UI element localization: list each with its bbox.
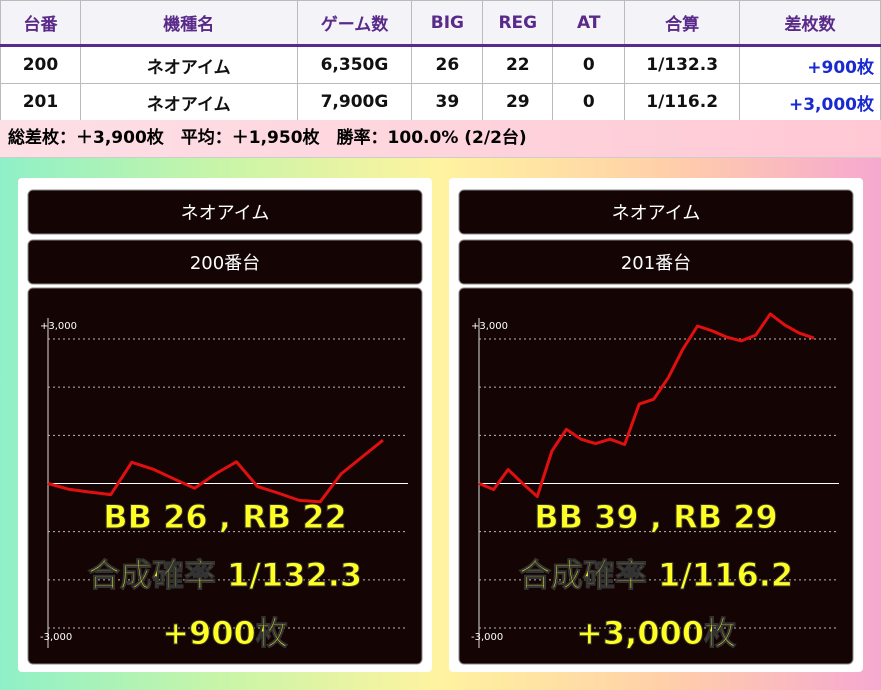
overlay-text: 合成確率 1/116.2 xyxy=(519,556,793,594)
cell: +900枚 xyxy=(739,45,881,84)
plot-area xyxy=(458,287,854,665)
cell: ネオアイム xyxy=(79,83,298,121)
cell: +3,000枚 xyxy=(739,83,881,121)
unit-name: 200番台 xyxy=(190,253,260,274)
summary: 総差枚：＋3,900枚 平均：＋1,950枚 勝率：100.0% (2/2台) xyxy=(0,120,881,158)
cell: 6,350G xyxy=(296,45,413,84)
header-cell: REG xyxy=(482,0,554,47)
y-tick-label: -3,000 xyxy=(40,632,72,643)
title-bar xyxy=(458,239,854,285)
title-bar xyxy=(27,239,423,285)
cell: 200 xyxy=(0,45,81,84)
overlay-text: BB 39 , RB 29 xyxy=(534,498,778,536)
chart: ネオアイム 201番台 +3,000 -3,000 BB 39 , RB 29 合成確率 … xyxy=(458,189,854,665)
cell: 0 xyxy=(552,45,626,84)
cell: 201 xyxy=(0,83,81,121)
cell: 1/116.2 xyxy=(624,83,741,121)
machine-name: ネオアイム xyxy=(612,203,701,224)
header-cell: AT xyxy=(552,0,626,47)
overlay-text: +900枚 xyxy=(162,614,288,652)
header-row: 台番 機種名 ゲーム数 BIG REG AT 合算 差枚数 xyxy=(0,0,881,47)
line-series xyxy=(478,312,815,499)
y-tick-label: +3,000 xyxy=(40,321,77,332)
table-row: 200 ネオアイム 6,350G 26 22 0 1/132.3 +900枚 xyxy=(0,45,881,84)
overlay-text: +3,000枚 xyxy=(576,614,736,652)
y-tick-label: +3,000 xyxy=(471,321,508,332)
unit-name: 201番台 xyxy=(621,253,691,274)
cell: 1/132.3 xyxy=(624,45,741,84)
header-cell: 合算 xyxy=(624,0,741,47)
machine-name: ネオアイム xyxy=(181,203,270,224)
cell: 22 xyxy=(482,45,554,84)
overlay-text: 合成確率 1/132.3 xyxy=(88,556,362,594)
cell: 29 xyxy=(482,83,554,121)
y-tick-label: -3,000 xyxy=(471,632,503,643)
stats-table: 台番 機種名 ゲーム数 BIG REG AT 合算 差枚数 200 ネオアイム 6,350G 26 2… xyxy=(0,0,881,121)
cell: 39 xyxy=(411,83,484,121)
panel: ネオアイム 201番台 +3,000 -3,000 BB 39 , RB 29 合成確率 … xyxy=(449,178,863,672)
header-cell: 機種名 xyxy=(79,0,298,47)
cell: 0 xyxy=(552,83,626,121)
header-cell: 差枚数 xyxy=(739,0,881,47)
cell: ネオアイム xyxy=(79,45,298,84)
panel: ネオアイム 200番台 +3,000 -3,000 BB 26 , RB 22 合成確率 … xyxy=(18,178,432,672)
cell: 7,900G xyxy=(296,83,413,121)
table-row: 201 ネオアイム 7,900G 39 29 0 1/116.2 +3,000枚 xyxy=(0,83,881,121)
header-cell: 台番 xyxy=(0,0,81,47)
title-bar xyxy=(27,189,423,235)
cell: 26 xyxy=(411,45,484,84)
title-bar xyxy=(458,189,854,235)
header-cell: BIG xyxy=(411,0,484,47)
table-body: 200 ネオアイム 6,350G 26 22 0 1/132.3 +900枚 201 ネオアイム 7… xyxy=(0,45,881,121)
line-series xyxy=(47,438,384,504)
plot-area xyxy=(27,287,423,665)
chart: ネオアイム 200番台 +3,000 -3,000 BB 26 , RB 22 合成確率 … xyxy=(27,189,423,665)
header-cell: ゲーム数 xyxy=(296,0,413,47)
overlay-text: BB 26 , RB 22 xyxy=(103,498,347,536)
